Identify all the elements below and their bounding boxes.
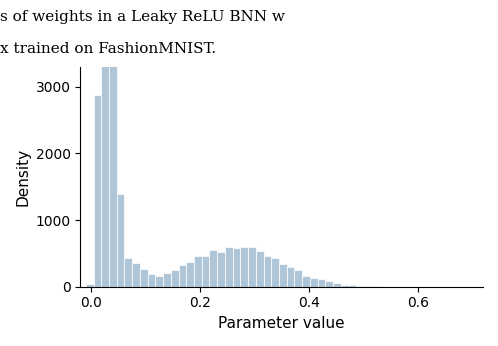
Text: x trained on FashionMNIST.: x trained on FashionMNIST. — [0, 42, 216, 55]
Bar — [171, 271, 179, 287]
Bar — [356, 286, 364, 287]
Bar — [117, 194, 124, 287]
X-axis label: Parameter value: Parameter value — [219, 316, 345, 331]
Bar — [186, 262, 194, 287]
Text: s of weights in a Leaky ReLU BNN w: s of weights in a Leaky ReLU BNN w — [0, 10, 285, 24]
Bar — [140, 270, 147, 287]
Bar — [302, 276, 310, 287]
Bar — [109, 0, 117, 287]
Bar — [364, 286, 372, 287]
Bar — [294, 270, 302, 287]
Bar — [194, 256, 202, 287]
Bar — [233, 248, 241, 287]
Bar — [155, 276, 163, 287]
Bar — [287, 267, 294, 287]
Bar — [341, 285, 349, 287]
Bar — [217, 252, 225, 287]
Bar — [225, 247, 233, 287]
Y-axis label: Density: Density — [15, 148, 30, 206]
Bar — [101, 0, 109, 287]
Bar — [86, 284, 94, 287]
Bar — [94, 95, 101, 287]
Bar — [325, 281, 333, 287]
Bar — [132, 263, 140, 287]
Bar — [310, 278, 318, 287]
Bar — [372, 286, 379, 287]
Bar — [179, 265, 186, 287]
Bar — [147, 274, 155, 287]
Bar — [263, 256, 271, 287]
Bar — [318, 279, 325, 287]
Bar — [210, 250, 217, 287]
Bar — [163, 273, 171, 287]
Bar — [256, 251, 263, 287]
Bar — [124, 258, 132, 287]
Bar — [202, 256, 210, 287]
Bar — [279, 264, 287, 287]
Bar — [241, 247, 248, 287]
Bar — [349, 285, 356, 287]
Bar — [333, 283, 341, 287]
Bar — [271, 258, 279, 287]
Bar — [248, 247, 256, 287]
